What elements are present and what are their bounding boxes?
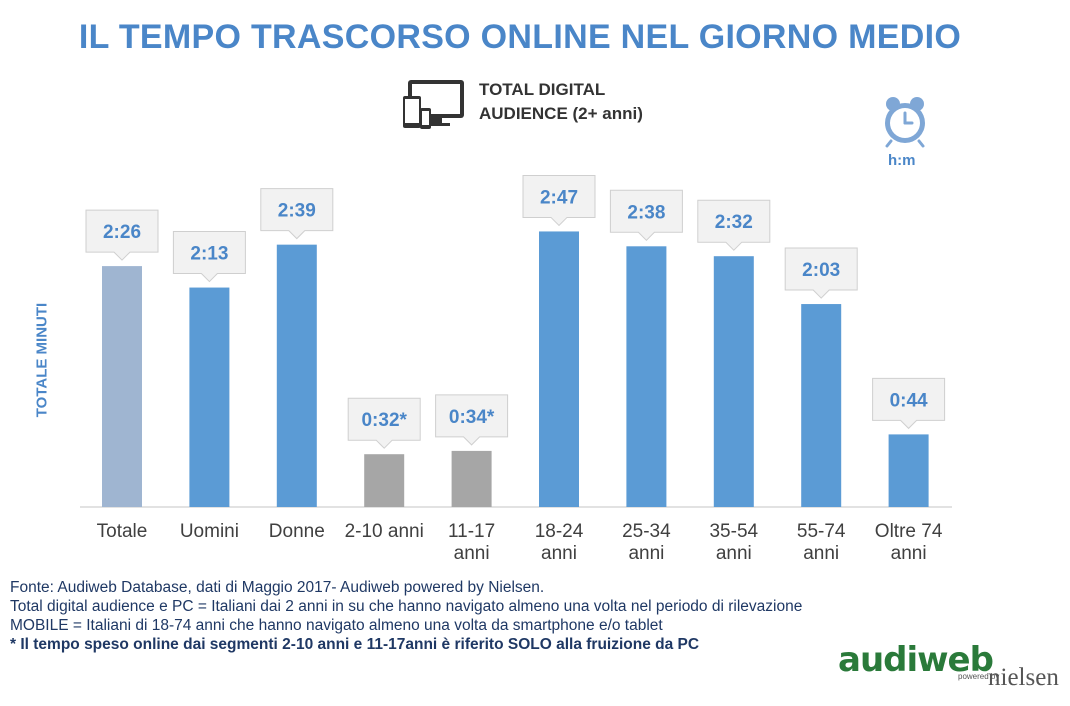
category-label: Oltre 74 [875, 521, 943, 542]
data-label: 2:13 [190, 244, 228, 265]
data-label: 2:38 [627, 202, 665, 223]
data-label-callout: 2:32 [697, 199, 771, 251]
audience-line-1: TOTAL DIGITAL [479, 80, 606, 99]
page-title: IL TEMPO TRASCORSO ONLINE NEL GIORNO MED… [78, 18, 962, 56]
footnote-asterisk: * Il tempo speso online dai segmenti 2-1… [10, 636, 700, 653]
bar-chart: 2:26 Totale 2:13 Uomini 2:39 Donne 0:32* 2-10 a… [80, 174, 952, 564]
data-label: 2:03 [802, 260, 840, 281]
data-label-callout: 2:03 [784, 247, 858, 299]
category-label: 11-17 [448, 521, 495, 542]
data-label: 2:32 [715, 212, 753, 233]
category-label: 18-24 [535, 521, 584, 542]
data-label-callout: 2:39 [260, 188, 334, 240]
data-label: 2:39 [278, 201, 316, 222]
data-label: 2:26 [103, 222, 141, 243]
alarm-clock-icon [885, 97, 925, 148]
unit-label: h:m [888, 152, 916, 169]
category-label: 55-74 [797, 521, 846, 542]
logo-nielsen: nielsen [988, 664, 1059, 691]
data-label-callout: 2:13 [172, 231, 246, 283]
data-label: 0:44 [890, 390, 928, 411]
category-label: Donne [269, 521, 325, 542]
bar [451, 450, 492, 507]
logo-wordmark: audiweb [838, 640, 994, 680]
audiweb-logo: audiweb powered by nielsen [838, 640, 1063, 700]
category-label: 2-10 anni [345, 521, 424, 542]
category-label: anni [803, 543, 839, 564]
category-label: anni [628, 543, 664, 564]
footnote-definition-pc: Total digital audience e PC = Italiani d… [10, 598, 803, 615]
data-label-callout: 2:47 [522, 174, 596, 227]
category-label: 35-54 [709, 521, 758, 542]
data-label: 0:34* [449, 407, 495, 428]
audience-line-2: AUDIENCE (2+ anni) [479, 104, 643, 123]
bar [626, 246, 667, 508]
footnotes: Fonte: Audiweb Database, dati di Maggio … [10, 578, 802, 654]
bar [801, 304, 842, 507]
data-label: 2:47 [540, 187, 578, 208]
category-label: anni [454, 543, 490, 564]
footnote-definition-mobile: MOBILE = Italiani di 18-74 anni che hann… [10, 617, 663, 634]
devices-icon [403, 80, 464, 129]
bar [276, 244, 317, 507]
bar [713, 256, 754, 507]
logo-powered-by: powered by [958, 672, 1000, 681]
data-label-callout: 0:44 [872, 377, 946, 430]
data-label-callout: 0:32* [347, 397, 421, 449]
category-label: Uomini [180, 521, 239, 542]
data-label: 0:32* [361, 410, 407, 431]
bar [539, 231, 579, 507]
data-label-callout: 2:38 [609, 189, 683, 242]
bar [888, 434, 929, 507]
data-label-callout: 2:26 [85, 209, 159, 261]
category-label: anni [541, 543, 577, 564]
bar [189, 287, 230, 507]
audience-label: TOTAL DIGITAL AUDIENCE (2+ anni) [479, 78, 643, 126]
category-label: anni [891, 543, 927, 564]
category-label: Totale [97, 521, 148, 542]
category-label: 25-34 [622, 521, 671, 542]
data-label-callout: 0:34* [435, 394, 509, 446]
bar [102, 266, 142, 507]
category-label: anni [716, 543, 752, 564]
footnote-source: Fonte: Audiweb Database, dati di Maggio … [10, 579, 545, 596]
bar [364, 454, 405, 507]
